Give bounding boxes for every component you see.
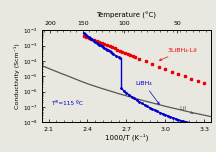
Y-axis label: Conductivity (Scm⁻¹): Conductivity (Scm⁻¹): [14, 43, 20, 109]
Text: Tᴵᴿ=115 ºC: Tᴵᴿ=115 ºC: [51, 101, 83, 106]
X-axis label: 1000/T (K⁻¹): 1000/T (K⁻¹): [105, 134, 148, 141]
Text: 3LiBH₄·LiI: 3LiBH₄·LiI: [159, 48, 198, 60]
Text: LiI: LiI: [179, 106, 193, 114]
Text: LiBH₄: LiBH₄: [135, 81, 159, 104]
X-axis label: Temperature (°C): Temperature (°C): [96, 12, 156, 19]
